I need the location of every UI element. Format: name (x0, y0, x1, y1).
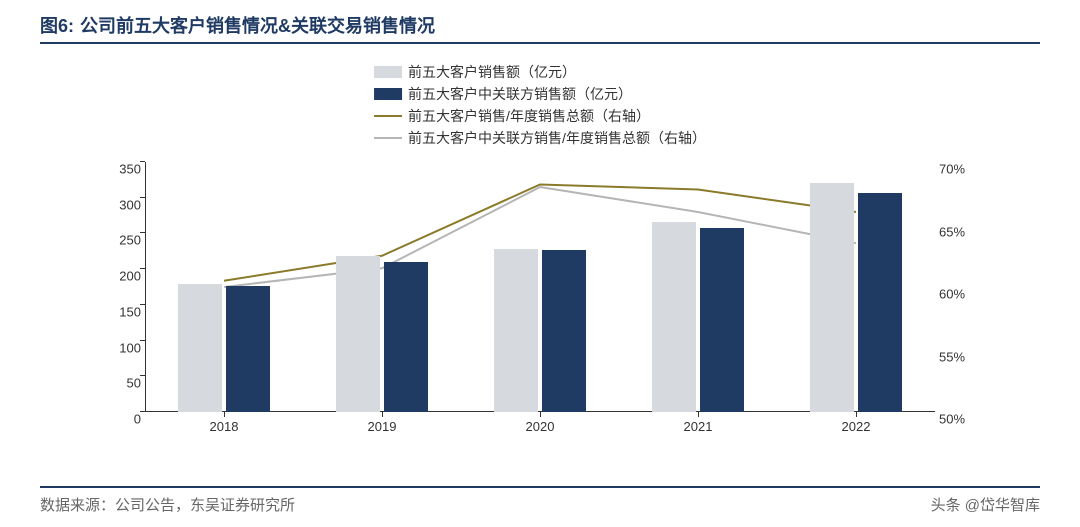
y-tick-left: 50 (107, 376, 141, 391)
legend-label: 前五大客户销售额（亿元） (408, 62, 576, 82)
bar-series1 (494, 249, 538, 412)
legend-label: 前五大客户销售/年度销售总额（右轴） (408, 106, 650, 126)
chart-title-row: 图6: 公司前五大客户销售情况&关联交易销售情况 (40, 12, 1040, 44)
y-tick-right: 65% (939, 224, 977, 239)
tick-mark (140, 268, 145, 269)
line-series2 (224, 187, 856, 287)
chart-area: 前五大客户销售额（亿元） 前五大客户中关联方销售额（亿元） 前五大客户销售/年度… (85, 62, 995, 442)
tick-mark (140, 304, 145, 305)
tick-mark (382, 412, 383, 417)
legend-label: 前五大客户中关联方销售额（亿元） (408, 84, 632, 104)
line-series1 (224, 185, 856, 281)
tick-mark (224, 412, 225, 417)
tick-mark (856, 412, 857, 417)
y-tick-left: 250 (107, 233, 141, 248)
y-tick-right: 70% (939, 162, 977, 177)
legend-swatch-line1 (374, 115, 402, 117)
tick-mark (540, 412, 541, 417)
x-tick-label: 2020 (526, 419, 555, 434)
bar-series2 (858, 193, 902, 412)
bar-series1 (810, 183, 854, 412)
bar-series2 (384, 262, 428, 412)
legend-item: 前五大客户销售额（亿元） (374, 62, 706, 82)
x-tick-label: 2018 (210, 419, 239, 434)
title-prefix: 图6: (40, 12, 74, 38)
tick-mark (140, 161, 145, 162)
y-tick-right: 50% (939, 412, 977, 427)
bar-series2 (542, 250, 586, 412)
bar-series1 (178, 284, 222, 412)
x-tick-label: 2021 (684, 419, 713, 434)
y-tick-right: 55% (939, 349, 977, 364)
x-tick-label: 2019 (368, 419, 397, 434)
legend-swatch-line2 (374, 137, 402, 139)
legend-item: 前五大客户中关联方销售额（亿元） (374, 84, 706, 104)
legend-item: 前五大客户销售/年度销售总额（右轴） (374, 106, 706, 126)
tick-mark (140, 197, 145, 198)
legend-swatch-bar1 (374, 66, 402, 78)
data-source: 数据来源：公司公告，东吴证券研究所 (40, 494, 295, 515)
bar-series1 (336, 256, 380, 412)
x-tick-label: 2022 (842, 419, 871, 434)
tick-mark (140, 340, 145, 341)
y-tick-left: 0 (107, 412, 141, 427)
y-tick-left: 350 (107, 162, 141, 177)
y-tick-right: 60% (939, 287, 977, 302)
bar-series1 (652, 222, 696, 412)
y-tick-left: 150 (107, 304, 141, 319)
watermark: 头条 @岱华智库 (931, 494, 1040, 515)
legend: 前五大客户销售额（亿元） 前五大客户中关联方销售额（亿元） 前五大客户销售/年度… (374, 62, 706, 150)
y-tick-left: 300 (107, 197, 141, 212)
legend-swatch-bar2 (374, 88, 402, 100)
tick-mark (698, 412, 699, 417)
tick-mark (140, 411, 145, 412)
bar-series2 (700, 228, 744, 412)
y-tick-left: 100 (107, 340, 141, 355)
title-text: 公司前五大客户销售情况&关联交易销售情况 (80, 12, 435, 38)
legend-label: 前五大客户中关联方销售/年度销售总额（右轴） (408, 128, 706, 148)
footer: 数据来源：公司公告，东吴证券研究所 头条 @岱华智库 (40, 486, 1040, 515)
plot-area: 05010015020025030035050%55%60%65%70%2018… (145, 162, 935, 412)
y-tick-left: 200 (107, 269, 141, 284)
bar-series2 (226, 286, 270, 412)
tick-mark (140, 232, 145, 233)
tick-mark (140, 375, 145, 376)
legend-item: 前五大客户中关联方销售/年度销售总额（右轴） (374, 128, 706, 148)
